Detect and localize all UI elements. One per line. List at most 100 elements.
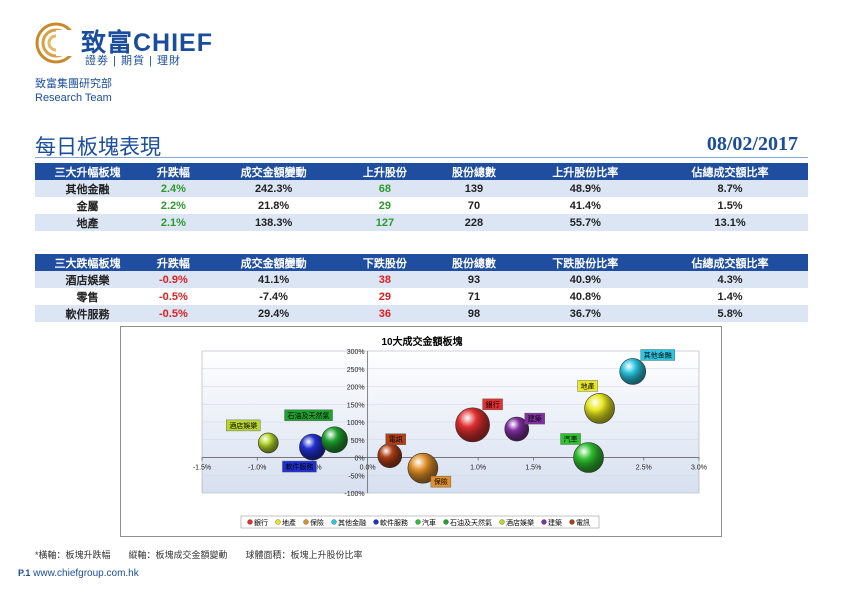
column-header: 上升股份 [340,163,430,180]
y-tick-label: 0% [355,456,365,463]
bubble-shade-2 [407,452,439,484]
bubble-shade-7 [257,432,279,454]
bubble-label-box [640,349,675,361]
decliners-count: 36 [340,305,430,322]
bubble-shade-6 [321,426,348,454]
change-pct: 2.4% [140,180,207,197]
department-block: 致富集團研究部 Research Team [35,77,112,105]
change-pct: 2.2% [160,199,186,212]
decliners-ratio: 40.9% [518,271,653,288]
bubble-label: 保險 [434,477,448,486]
x-tick-label: 1.0% [470,465,486,472]
total-stocks: 228 [429,214,519,231]
decliners-count: 38 [340,271,430,288]
website-link[interactable]: www.chiefgroup.com.hk [33,568,139,579]
total-stocks: 71 [467,290,481,303]
page-footer: P.1 www.chiefgroup.com.hk [18,568,139,579]
bubble-label: 汽車 [564,435,578,444]
advancers-ratio: 55.7% [518,214,653,231]
decliners-ratio: 36.7% [518,305,653,322]
y-tick-label: -100% [344,491,364,498]
legend-marker [443,519,449,525]
table-header-row: 三大跌幅板塊 升跌幅 成交金額變動 下跌股份 股份總數 下跌股份比率 佔總成交額… [35,254,808,271]
column-header: 下跌股份比率 [518,254,653,271]
turnover-change: 242.3% [206,180,341,197]
bubble-label-box [482,398,503,411]
brand-name: 致富CHIEF [81,29,214,57]
x-tick-label: 2.5% [636,465,652,472]
column-header: 下跌股份 [340,254,430,271]
page-number: P.1 [18,568,31,578]
bubble-label: 其他金融 [644,350,672,359]
legend-label: 建築 [548,518,562,527]
column-header: 佔總成交額比率 [652,254,808,271]
turnover-change: -7.4% [259,290,288,303]
table-row: 地產 2.1% 138.3% 127 228 55.7% 13.1% [35,214,808,231]
legend-marker [541,519,547,525]
legend-label: 地產 [282,518,296,527]
page-title: 每日板塊表現 [35,136,161,159]
x-tick-label: 0.0% [360,465,376,472]
sector-name: 零售 [76,291,99,304]
sector-name: 地產 [35,214,140,231]
chart-title: 10大成交金額板塊 [381,335,462,348]
column-header: 成交金額變動 [206,254,341,271]
turnover-share: 4.3% [652,271,808,288]
turnover-share: 5.8% [652,305,808,322]
bubble-shade-0 [455,407,490,443]
turnover-change: 29.4% [206,305,341,322]
bubble-shade-8 [504,416,530,442]
legend-label: 銀行 [254,518,268,527]
sector-name: 金屬 [76,200,99,213]
change-pct: 2.1% [140,214,207,231]
legend-marker [331,519,337,525]
advancers-count: 29 [378,199,392,212]
x-tick-label: -1.5% [193,465,211,472]
decliners-count: 29 [378,290,392,303]
bubble-label: 酒店娛樂 [229,421,257,430]
turnover-share: 13.1% [652,214,808,231]
bubble-label-box [284,409,333,421]
title-divider [35,157,808,158]
chief-logo: 致富CHIEF 證劵 | 期貨 | 理財 [35,22,235,67]
turnover-share: 1.4% [717,290,743,303]
column-header: 三大跌幅板塊 [35,254,140,271]
turnover-change: 138.3% [206,214,341,231]
bubble-shade-9 [377,443,403,469]
bubble-shade-1 [584,393,615,424]
bubble-shade-5 [573,442,604,473]
x-tick-label: 1.5% [525,465,541,472]
change-pct: -0.5% [140,305,207,322]
y-tick-label: 100% [347,420,365,427]
chief-swirl-icon [35,22,77,64]
bubble-label: 地產 [581,381,595,390]
top-losers-table: 三大跌幅板塊 升跌幅 成交金額變動 下跌股份 股份總數 下跌股份比率 佔總成交額… [35,254,808,322]
bubble-chart: 10大成交金額板塊 -100% -50% 0% 50% 100% 150% 200% 250% 3… [193,335,707,529]
sector-name: 酒店娛樂 [35,271,140,288]
advancers-ratio: 41.4% [569,199,601,212]
bubble-label-box [430,475,452,488]
y-tick-label: 50% [351,438,365,445]
total-stocks: 70 [467,199,481,212]
y-tick-label: -50% [348,473,364,480]
change-pct: -0.9% [140,271,207,288]
total-stocks: 98 [429,305,519,322]
legend-label: 其他金融 [338,518,366,527]
x-tick-label: 3.0% [691,465,707,472]
legend-label: 電訊 [576,518,590,527]
y-tick-label: 250% [347,367,365,374]
brand-tagline: 證劵 | 期貨 | 理財 [85,55,181,67]
turnover-change: 21.8% [257,199,290,212]
turnover-share: 1.5% [717,199,743,212]
bubble-label-box [282,460,317,473]
y-tick-label: 300% [347,349,365,356]
axis-note: *橫軸：板塊升跌幅 縱軸：板塊成交金額變動 球體面積：板塊上升股份比率 [35,550,363,560]
x-tick-label: -1.0% [248,465,266,472]
bubble-label-box [524,412,545,425]
legend-marker [499,519,505,525]
bubble-label: 電訊 [389,435,403,444]
y-tick-label: 150% [347,402,365,409]
bubble-label: 石油及天然氣 [288,411,330,420]
total-stocks: 139 [429,180,519,197]
legend-label: 軟件服務 [380,518,408,527]
